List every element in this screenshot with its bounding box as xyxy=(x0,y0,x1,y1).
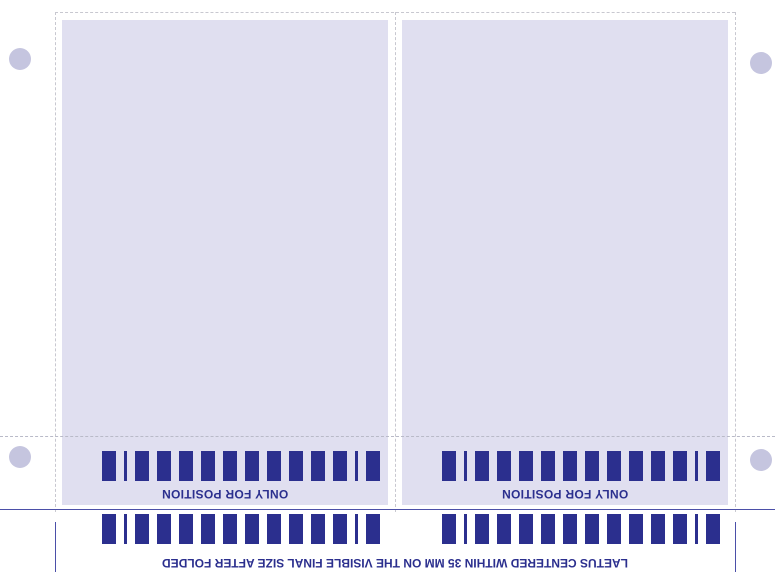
barcode-bar xyxy=(541,451,555,481)
barcode-bar xyxy=(497,514,511,544)
barcode-bar xyxy=(541,514,555,544)
barcode-bar xyxy=(673,514,687,544)
barcode-bar xyxy=(651,451,665,481)
barcode-bar xyxy=(157,514,171,544)
guide-right xyxy=(735,12,736,512)
barcode-bar xyxy=(629,514,643,544)
fpo-label-left: ONLY FOR POSITION xyxy=(161,487,289,501)
barcode-bar xyxy=(442,514,456,544)
barcode-bar xyxy=(464,514,467,544)
barcode-bar xyxy=(519,451,533,481)
barcode-bar xyxy=(497,451,511,481)
barcode-left-upper xyxy=(102,451,388,481)
barcode-bar xyxy=(267,514,281,544)
barcode-bar xyxy=(157,451,171,481)
side-tick-right xyxy=(735,522,736,572)
registration-dot-top-right xyxy=(750,52,772,74)
trim-line xyxy=(0,509,775,510)
barcode-bar xyxy=(201,451,215,481)
barcode-bar xyxy=(695,451,698,481)
barcode-bar xyxy=(563,451,577,481)
barcode-bar xyxy=(366,514,380,544)
registration-dot-top-left xyxy=(9,48,31,70)
barcode-bar xyxy=(607,514,621,544)
barcode-right-upper xyxy=(442,451,728,481)
barcode-bar xyxy=(442,451,456,481)
barcode-bar xyxy=(223,514,237,544)
barcode-bar xyxy=(651,514,665,544)
registration-dot-bottom-right xyxy=(750,449,772,471)
barcode-bar xyxy=(366,451,380,481)
barcode-bar xyxy=(475,451,489,481)
barcode-bar xyxy=(311,514,325,544)
barcode-bar xyxy=(289,514,303,544)
guide-center xyxy=(395,12,396,512)
panel-left xyxy=(62,20,388,505)
barcode-bar xyxy=(267,451,281,481)
fold-line xyxy=(0,436,775,437)
barcode-bar xyxy=(464,451,467,481)
barcode-bar xyxy=(355,451,358,481)
barcode-bar xyxy=(695,514,698,544)
barcode-right-lower xyxy=(442,514,728,544)
barcode-bar xyxy=(179,514,193,544)
barcode-bar xyxy=(519,514,533,544)
side-tick-left xyxy=(55,522,56,572)
barcode-bar xyxy=(135,451,149,481)
barcode-bar xyxy=(124,451,127,481)
barcode-bar xyxy=(706,514,720,544)
barcode-bar xyxy=(333,451,347,481)
fpo-label-right: ONLY FOR POSITION xyxy=(501,487,629,501)
barcode-bar xyxy=(201,514,215,544)
barcode-bar xyxy=(607,451,621,481)
barcode-bar xyxy=(289,451,303,481)
barcode-bar xyxy=(475,514,489,544)
barcode-bar xyxy=(355,514,358,544)
barcode-bar xyxy=(124,514,127,544)
barcode-bar xyxy=(673,451,687,481)
bottom-instruction-note: LAETUS CENTERED WITHIN 35 MM ON THE VISI… xyxy=(162,556,629,570)
guide-left xyxy=(55,12,56,512)
barcode-bar xyxy=(706,451,720,481)
barcode-bar xyxy=(102,514,116,544)
barcode-bar xyxy=(585,451,599,481)
barcode-bar xyxy=(179,451,193,481)
barcode-bar xyxy=(102,451,116,481)
registration-dot-bottom-left xyxy=(9,446,31,468)
barcode-bar xyxy=(223,451,237,481)
barcode-bar xyxy=(245,451,259,481)
guide-top xyxy=(55,12,735,13)
panel-right xyxy=(402,20,728,505)
barcode-bar xyxy=(245,514,259,544)
barcode-bar xyxy=(135,514,149,544)
barcode-bar xyxy=(585,514,599,544)
barcode-bar xyxy=(629,451,643,481)
barcode-bar xyxy=(333,514,347,544)
barcode-bar xyxy=(311,451,325,481)
barcode-left-lower xyxy=(102,514,388,544)
barcode-bar xyxy=(563,514,577,544)
